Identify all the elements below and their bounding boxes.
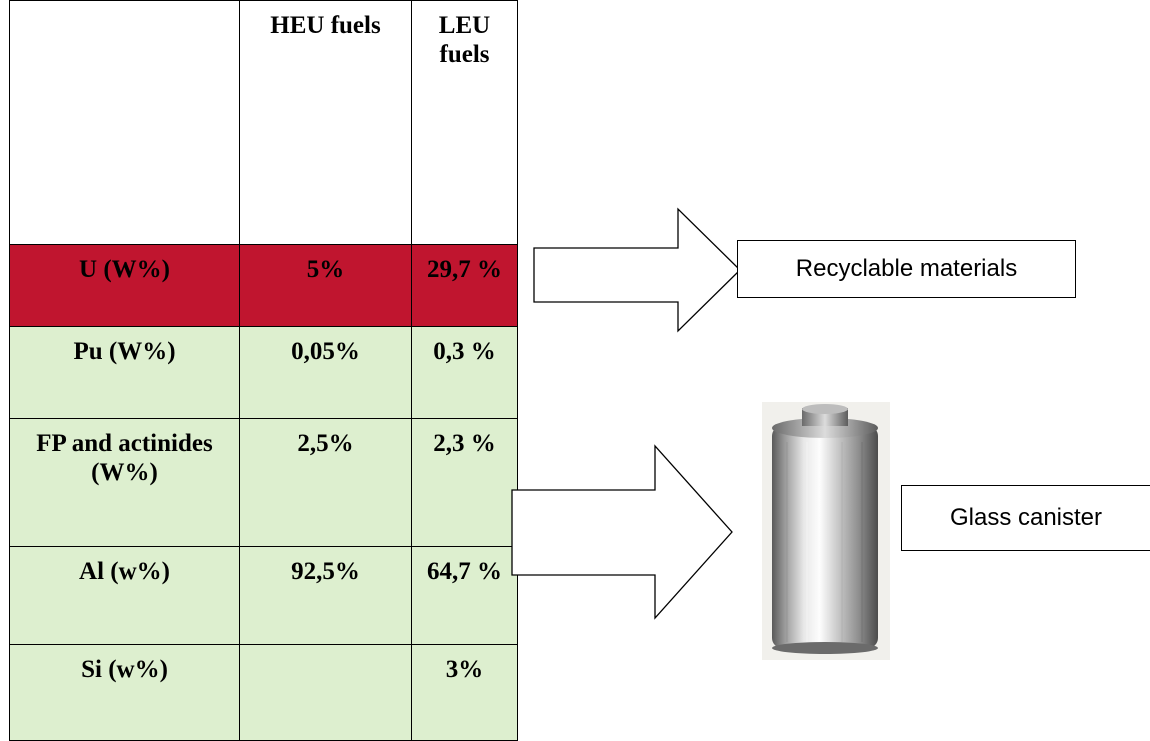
leu-value: 2,3 % bbox=[411, 418, 518, 547]
table-row-u: U (W%) 5% 29,7 % bbox=[9, 244, 518, 327]
fuel-composition-table: HEU fuels LEU fuels U (W%) 5% 29,7 % Pu … bbox=[9, 0, 518, 741]
block-arrow-right-icon bbox=[533, 207, 741, 333]
header-cell-heu: HEU fuels bbox=[239, 0, 412, 245]
leu-value: 29,7 % bbox=[411, 244, 518, 327]
heu-value bbox=[239, 644, 412, 741]
table-row-al: Al (w%) 92,5% 64,7 % bbox=[9, 546, 518, 645]
table-row-pu: Pu (W%) 0,05% 0,3 % bbox=[9, 326, 518, 419]
header-cell-empty bbox=[9, 0, 240, 245]
leu-value: 3% bbox=[411, 644, 518, 741]
table-row-fp-actinides: FP and actinides (W%) 2,5% 2,3 % bbox=[9, 418, 518, 547]
recyclable-materials-label: Recyclable materials bbox=[737, 240, 1076, 298]
heu-value: 5% bbox=[239, 244, 412, 327]
row-label: FP and actinides (W%) bbox=[9, 418, 240, 547]
heu-value: 0,05% bbox=[239, 326, 412, 419]
heu-value: 2,5% bbox=[239, 418, 412, 547]
row-label: Al (w%) bbox=[9, 546, 240, 645]
row-label: U (W%) bbox=[9, 244, 240, 327]
row-label: Pu (W%) bbox=[9, 326, 240, 419]
header-cell-leu: LEU fuels bbox=[411, 0, 518, 245]
row-label: Si (w%) bbox=[9, 644, 240, 741]
glass-canister-label: Glass canister bbox=[901, 485, 1150, 551]
leu-value: 64,7 % bbox=[411, 546, 518, 645]
block-arrow-right-icon bbox=[511, 444, 733, 620]
table-row-si: Si (w%) 3% bbox=[9, 644, 518, 741]
heu-value: 92,5% bbox=[239, 546, 412, 645]
table-header-row: HEU fuels LEU fuels bbox=[9, 0, 518, 245]
canister-icon bbox=[762, 402, 890, 660]
leu-value: 0,3 % bbox=[411, 326, 518, 419]
